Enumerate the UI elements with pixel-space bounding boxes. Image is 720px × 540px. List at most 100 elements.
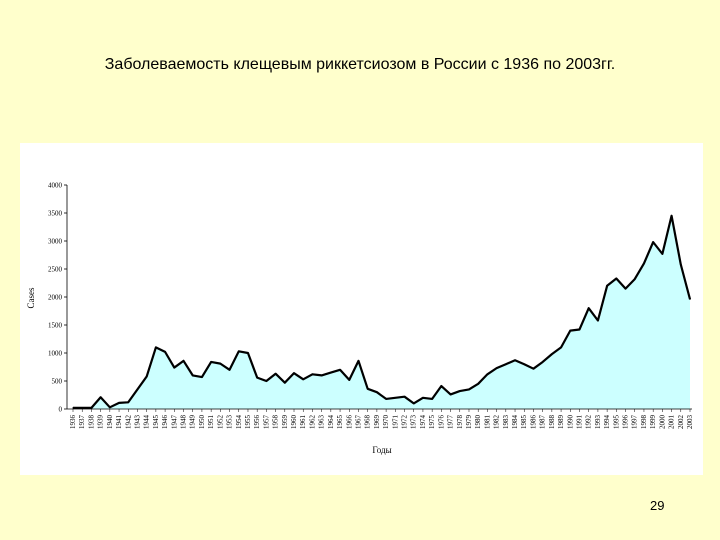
chart-panel: 0 500 1000 1500 2000 2500 3000 3500 4000 1936 193…: [20, 143, 703, 475]
x-tick-label-1950: 1950: [198, 415, 206, 430]
area-fill: [73, 215, 690, 409]
x-tick-label-2000: 2000: [658, 415, 666, 430]
data-point-1985: [523, 363, 525, 365]
x-tick-label-1971: 1971: [391, 415, 399, 430]
x-tick-label-1990: 1990: [566, 415, 574, 430]
data-point-1949: [192, 374, 194, 376]
data-point-1987: [542, 361, 544, 363]
data-point-1952: [219, 363, 221, 365]
data-point-2001: [670, 215, 673, 217]
data-point-1944: [146, 375, 148, 378]
data-point-1980: [477, 383, 479, 385]
x-tick-label-1936: 1936: [69, 415, 77, 430]
data-point-1953: [228, 369, 231, 371]
data-point-1971: [394, 397, 396, 399]
data-point-1939: [100, 396, 102, 398]
y-tick-label: 2500: [48, 266, 63, 274]
data-point-1945: [155, 346, 157, 348]
x-tick-label-1981: 1981: [483, 415, 491, 430]
data-point-1979: [468, 388, 470, 390]
data-point-1999: [652, 241, 654, 243]
x-tick-label-1984: 1984: [511, 415, 519, 430]
data-point-1993: [597, 319, 599, 322]
data-point-1962: [311, 373, 314, 375]
slide-title: Заболеваемость клещевым риккетсиозом в Р…: [104, 56, 616, 73]
x-tick-label-1946: 1946: [161, 415, 169, 430]
y-tick-label: 1000: [48, 350, 63, 358]
x-tick-label-1985: 1985: [520, 414, 528, 429]
x-tick-label-1944: 1944: [143, 415, 151, 430]
data-point-1969: [376, 391, 378, 393]
y-tick-label: 2000: [48, 294, 63, 302]
data-point-1959: [284, 382, 286, 384]
data-point-1990: [569, 330, 571, 332]
x-tick-label-1987: 1987: [539, 415, 547, 430]
x-tick-label-2002: 2002: [677, 415, 685, 430]
x-tick-label-1939: 1939: [97, 415, 105, 430]
x-tick-label-1955: 1955: [244, 415, 252, 430]
x-tick-label-1966: 1966: [345, 415, 353, 430]
data-point-1943: [136, 388, 139, 390]
data-point-1942: [127, 401, 129, 403]
data-point-1974: [422, 397, 424, 399]
x-tick-label-1948: 1948: [180, 415, 188, 430]
data-point-1981: [486, 373, 488, 375]
data-point-1955: [247, 352, 249, 354]
data-point-1954: [238, 350, 240, 352]
data-point-1951: [210, 361, 212, 363]
series-line: [73, 214, 692, 409]
data-point-1938: [90, 407, 93, 409]
x-tick-label-1945: 1945: [152, 415, 160, 430]
data-point-1936: [72, 407, 74, 409]
x-tick-label-1961: 1961: [299, 415, 307, 430]
x-tick-label-1977: 1977: [447, 415, 455, 430]
data-point-1986: [532, 368, 535, 370]
data-point-1956: [256, 377, 258, 379]
x-tick-label-1999: 1999: [649, 415, 657, 430]
data-point-1967: [357, 360, 360, 362]
y-axis-title: Cases: [26, 287, 36, 308]
data-point-1982: [496, 367, 498, 369]
x-tick-label-1957: 1957: [262, 415, 270, 430]
data-point-1975: [431, 398, 433, 400]
data-point-1997: [634, 278, 636, 280]
data-point-1941: [118, 402, 120, 404]
x-tick-label-1974: 1974: [419, 415, 427, 430]
data-point-1940: [109, 406, 111, 408]
x-axis-title: Годы: [372, 445, 391, 455]
x-tick-label-1988: 1988: [548, 415, 556, 430]
data-point-1983: [505, 363, 507, 365]
data-point-1964: [330, 372, 332, 374]
data-point-1995: [615, 277, 617, 280]
data-point-2000: [661, 253, 663, 255]
x-tick-label-1941: 1941: [115, 415, 123, 430]
x-tick-label-1979: 1979: [465, 415, 473, 430]
y-tick-label: 500: [52, 378, 63, 386]
x-tick-label-2001: 2001: [668, 415, 676, 430]
data-point-1963: [321, 374, 323, 376]
x-tick-label-1958: 1958: [272, 415, 280, 430]
x-tick-label-1997: 1997: [631, 415, 639, 430]
x-tick-label-1980: 1980: [474, 415, 482, 430]
y-tick-label: 1500: [48, 322, 63, 330]
x-tick-label-1982: 1982: [493, 415, 501, 430]
x-tick-label-1967: 1967: [354, 415, 362, 430]
x-tick-label-1963: 1963: [318, 415, 326, 430]
data-point-1996: [624, 288, 627, 290]
x-tick-label-1953: 1953: [226, 415, 234, 430]
data-point-1989: [560, 346, 562, 348]
x-tick-label-1949: 1949: [189, 415, 197, 430]
x-tick-label-1978: 1978: [456, 415, 464, 430]
x-tick-label-1972: 1972: [401, 415, 409, 430]
data-point-1947: [173, 366, 175, 369]
x-tick-label-1964: 1964: [327, 415, 335, 430]
data-point-1992: [588, 307, 590, 309]
data-point-1966: [348, 379, 350, 381]
x-tick-label-1995: 1995: [612, 415, 620, 430]
x-tick-label-1959: 1959: [281, 415, 289, 430]
data-point-1965: [339, 369, 341, 371]
x-tick-label-1970: 1970: [382, 415, 390, 430]
data-point-1988: [551, 353, 553, 355]
data-point-1968: [367, 388, 369, 390]
